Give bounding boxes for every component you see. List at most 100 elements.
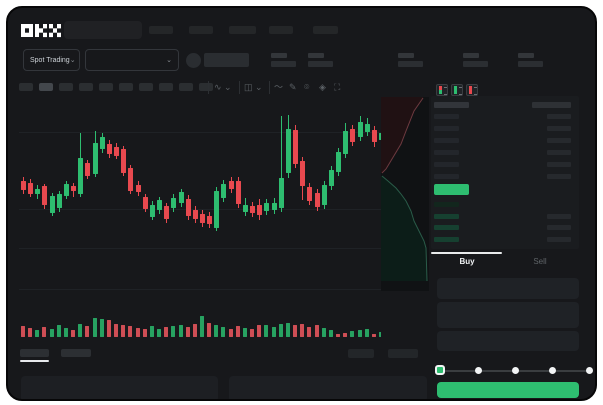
bid-row[interactable] <box>434 225 459 230</box>
ask-amount[interactable] <box>547 138 571 143</box>
candlestick <box>371 130 377 142</box>
ask-row[interactable] <box>434 114 459 119</box>
buy-submit-button[interactable] <box>437 382 579 398</box>
tab-buy[interactable]: Buy <box>459 257 475 266</box>
slider-stop-dot[interactable] <box>549 367 556 374</box>
timeframe-button[interactable] <box>139 83 153 91</box>
book-view-asks-icon[interactable] <box>466 84 478 96</box>
nav-item-placeholder[interactable] <box>229 26 256 34</box>
slider-stop-dot[interactable] <box>512 367 519 374</box>
ask-amount[interactable] <box>547 162 571 167</box>
candlestick <box>271 203 277 210</box>
toolbar-divider <box>269 81 270 94</box>
bid-row[interactable] <box>434 213 459 219</box>
pair-selector-dropdown[interactable]: ⌄ <box>85 49 179 71</box>
chart-option[interactable] <box>388 349 418 358</box>
timeframe-button[interactable] <box>59 83 73 91</box>
candlestick <box>106 144 112 154</box>
slider-stop-dot[interactable] <box>586 367 593 374</box>
bid-row[interactable] <box>434 236 459 242</box>
volume-bar <box>114 324 119 337</box>
candlestick <box>99 137 105 149</box>
chart-style-icon[interactable]: ◫ ⌄ <box>244 82 263 92</box>
candlestick <box>121 149 127 173</box>
volume-bar <box>128 326 133 337</box>
candlestick <box>250 206 256 213</box>
volume-bar <box>343 333 348 337</box>
volume-bar <box>278 324 283 337</box>
volume-bar <box>142 329 147 337</box>
bid-amount[interactable] <box>547 236 571 242</box>
orderbook-panel <box>431 96 579 249</box>
volume-bar <box>250 329 255 337</box>
volume-bar <box>207 323 212 337</box>
ask-amount[interactable] <box>547 174 571 179</box>
stat-label-placeholder <box>398 53 414 58</box>
ask-row[interactable] <box>434 126 459 131</box>
chart-tab[interactable] <box>61 349 91 357</box>
amount-field[interactable] <box>437 302 579 328</box>
timeframe-button[interactable] <box>199 83 213 91</box>
candlestick <box>228 181 234 189</box>
volume-bar <box>171 326 176 337</box>
toolbar-divider <box>208 81 209 94</box>
bid-row[interactable] <box>434 202 459 207</box>
candlestick-chart[interactable] <box>19 101 381 293</box>
toolbar-divider <box>239 81 240 94</box>
chart-option[interactable] <box>348 349 374 358</box>
slider-stop-dot[interactable] <box>475 367 482 374</box>
ask-amount[interactable] <box>547 126 571 131</box>
indicators-icon[interactable]: ∿ ⌄ <box>214 82 232 92</box>
orderbook-header-price <box>434 102 469 108</box>
timeframe-button[interactable] <box>179 83 193 91</box>
ask-row[interactable] <box>434 174 459 179</box>
mode-bar-swatch <box>439 86 442 90</box>
nav-item-placeholder[interactable] <box>149 26 173 34</box>
ask-amount[interactable] <box>547 150 571 155</box>
depth-chart[interactable] <box>381 97 429 291</box>
price-field[interactable] <box>437 278 579 299</box>
line-tool-icon[interactable]: 〜 <box>274 82 284 92</box>
market-type-dropdown[interactable]: Spot Trading ⌄ <box>23 49 80 71</box>
book-view-bids-icon[interactable] <box>451 84 463 96</box>
total-field[interactable] <box>437 331 579 351</box>
ask-row[interactable] <box>434 138 459 143</box>
candlestick <box>307 187 313 201</box>
draw-icon[interactable]: ✎ <box>289 82 297 92</box>
camera-icon[interactable]: ⌾ <box>304 82 310 92</box>
volume-bar <box>350 331 355 337</box>
volume-bar <box>92 318 97 337</box>
fullscreen-icon[interactable]: ⛶ <box>334 82 341 92</box>
mode-lines-glyph <box>444 87 447 95</box>
candlestick <box>207 216 213 224</box>
last-price-bar[interactable] <box>434 184 469 195</box>
nav-item-placeholder[interactable] <box>269 26 293 34</box>
book-view-both-icon[interactable] <box>436 84 448 96</box>
search-input[interactable] <box>64 21 142 39</box>
ask-row[interactable] <box>434 150 459 155</box>
history-table-placeholder <box>229 376 427 399</box>
ask-amount[interactable] <box>547 114 571 119</box>
candlestick <box>71 186 77 191</box>
timeframe-button[interactable] <box>19 83 33 91</box>
nav-item-placeholder[interactable] <box>189 26 213 34</box>
volume-bar <box>321 328 326 337</box>
volume-bar <box>379 332 381 337</box>
candlestick <box>314 193 320 207</box>
volume-bar <box>28 328 33 337</box>
timeframe-button[interactable] <box>79 83 93 91</box>
timeframe-button[interactable] <box>39 83 53 91</box>
percent-slider-handle[interactable] <box>435 365 445 375</box>
bid-amount[interactable] <box>547 213 571 219</box>
chevron-down-icon: ⌄ <box>166 56 172 64</box>
tab-sell[interactable]: Sell <box>533 257 547 266</box>
bid-amount[interactable] <box>547 225 571 230</box>
okx-logo[interactable] <box>21 23 61 38</box>
timeframe-button[interactable] <box>99 83 113 91</box>
nav-item-placeholder[interactable] <box>313 26 338 34</box>
settings-icon[interactable]: ◈ <box>319 82 326 92</box>
timeframe-button[interactable] <box>119 83 133 91</box>
timeframe-button[interactable] <box>159 83 173 91</box>
ask-row[interactable] <box>434 162 459 167</box>
chart-tab[interactable] <box>20 349 49 357</box>
